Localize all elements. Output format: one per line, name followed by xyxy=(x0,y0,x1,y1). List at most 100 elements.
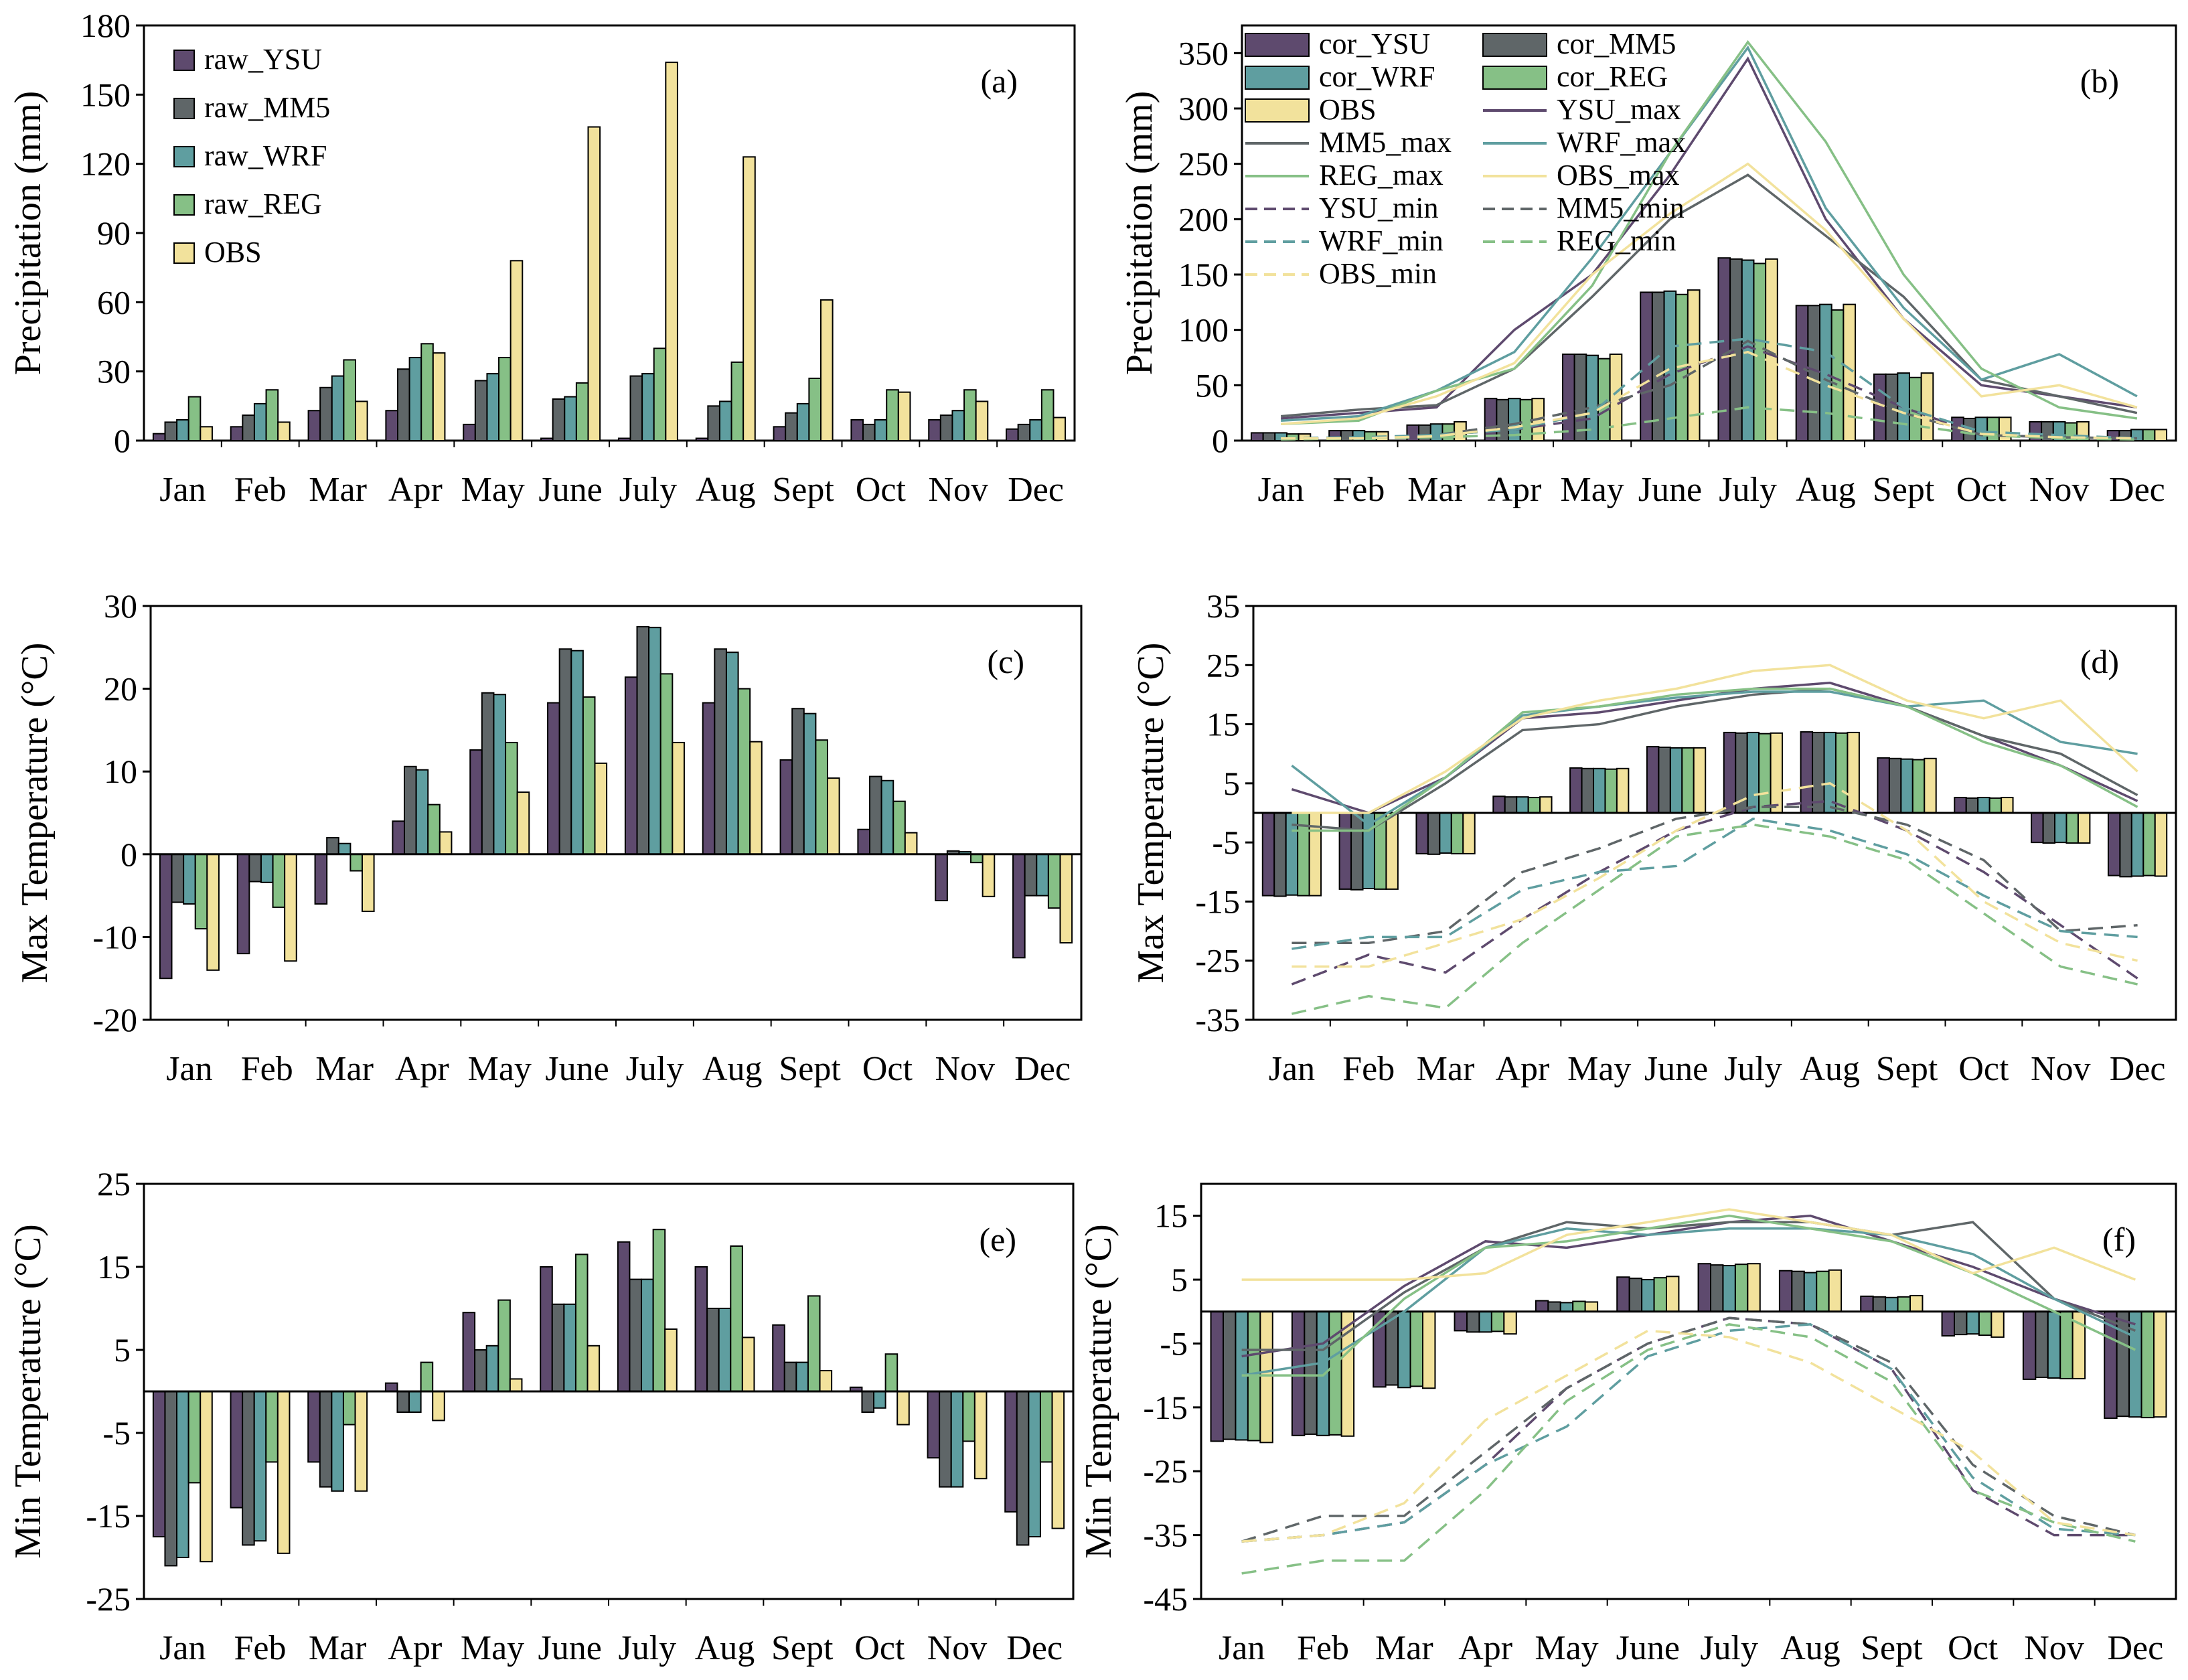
y-tick-label-f: -45 xyxy=(1143,1580,1188,1618)
x-tick-label-d: Nov xyxy=(2031,1050,2091,1088)
x-tick-label-a: Feb xyxy=(234,471,287,509)
bar-c-OBS-Dec xyxy=(1059,853,1073,944)
bar-e-OBS-Sept xyxy=(819,1370,833,1392)
x-tick-label-f: Feb xyxy=(1297,1629,1349,1667)
legend-swatch-OBS xyxy=(173,242,195,264)
bar-e-raw_WRF-July xyxy=(641,1278,654,1392)
bar-f-OBS-June xyxy=(1665,1276,1680,1312)
bar-b-cor_MM5-Jan xyxy=(1262,432,1276,442)
y-tick-label-d: 15 xyxy=(1206,706,1240,743)
bar-e-raw_WRF-Dec xyxy=(1028,1391,1041,1537)
x-tick-label-e: June xyxy=(538,1629,602,1667)
bar-f-OBS-Oct xyxy=(1990,1310,2005,1338)
x-tick-label-a: Dec xyxy=(1008,471,1064,509)
x-tick-label-f: July xyxy=(1700,1629,1758,1667)
bar-f-OBS-Sept xyxy=(1909,1294,1924,1312)
x-tick-label-e: Nov xyxy=(927,1629,988,1667)
y-tick-label-a: 150 xyxy=(80,76,131,113)
bar-e-raw_YSU-Apr xyxy=(384,1382,398,1393)
bar-e-raw_WRF-Jan xyxy=(176,1391,189,1558)
bar-a-raw_YSU-Feb xyxy=(230,426,244,441)
bar-e-OBS-Feb xyxy=(277,1391,291,1554)
bar-a-raw_REG-Jan xyxy=(187,396,202,441)
bar-e-raw_REG-Feb xyxy=(265,1391,279,1463)
bar-d-cor_REG-June xyxy=(1681,747,1695,814)
panel-tag-f: (f) xyxy=(2102,1221,2136,1258)
y-tick-label-e: -15 xyxy=(86,1497,131,1535)
bar-b-cor_YSU-Apr xyxy=(1484,398,1498,442)
bar-c-OBS-June xyxy=(594,762,608,855)
bar-f-cor_WRF-Mar xyxy=(1397,1310,1411,1389)
bar-a-raw_WRF-Dec xyxy=(1029,419,1042,441)
bar-e-raw_REG-Jan xyxy=(187,1391,202,1484)
x-tick-label-b: July xyxy=(1719,471,1777,509)
bar-f-cor_MM5-Feb xyxy=(1304,1310,1318,1435)
bar-c-raw_MM5-Mar xyxy=(326,837,339,855)
x-tick-label-b: Apr xyxy=(1487,471,1541,509)
x-tick-label-e: July xyxy=(618,1629,676,1667)
bar-c-raw_YSU-Jan xyxy=(159,853,173,980)
x-tick-label-d: May xyxy=(1567,1050,1631,1088)
x-tick-label-d: Jan xyxy=(1269,1050,1315,1088)
bar-a-raw_REG-Dec xyxy=(1040,389,1054,442)
bar-c-raw_WRF-May xyxy=(493,694,507,855)
y-tick-label-e: 15 xyxy=(97,1248,131,1286)
bar-e-raw_YSU-June xyxy=(540,1266,553,1392)
bar-c-raw_REG-May xyxy=(505,741,518,855)
panel-f: -45 -35 -25 -15 -5 5 15 Jan Feb Mar Apr May June July… xyxy=(1078,1182,2177,1667)
bar-e-raw_MM5-Sept xyxy=(783,1361,797,1392)
panel-tag-e: (e) xyxy=(980,1221,1017,1258)
bar-d-cor_YSU-Jan xyxy=(1261,812,1275,897)
bar-d-OBS-July xyxy=(1770,732,1784,814)
bar-d-cor_MM5-Feb xyxy=(1350,812,1364,891)
bar-a-raw_MM5-Nov xyxy=(939,414,953,441)
panel-b: 0 50 100 150 200 250 300 350 Jan Feb Mar Apr May June… xyxy=(1119,24,2177,509)
bar-c-raw_YSU-Dec xyxy=(1012,853,1026,959)
bar-c-raw_REG-July xyxy=(659,673,674,855)
bar-c-raw_WRF-Sept xyxy=(803,712,817,855)
bar-d-cor_MM5-Jan xyxy=(1273,812,1287,897)
bar-b-cor_WRF-July xyxy=(1741,259,1755,441)
x-tick-label-e: Apr xyxy=(388,1629,442,1667)
bar-e-OBS-June xyxy=(587,1345,601,1393)
series-line-b-YSU_max xyxy=(1281,56,2138,420)
x-tick-label-e: Mar xyxy=(309,1629,367,1667)
y-tick-label-c: 0 xyxy=(121,836,137,873)
y-tick-label-c: -10 xyxy=(92,918,137,956)
legend-swatch-raw_REG xyxy=(173,194,195,216)
bar-e-raw_YSU-May xyxy=(462,1312,476,1392)
y-tick-label-a: 60 xyxy=(97,283,131,321)
bar-b-cor_YSU-Sept xyxy=(1873,373,1887,441)
series-line-d-MM5-max xyxy=(1292,687,2138,832)
bar-a-raw_MM5-July xyxy=(629,375,643,441)
bar-c-raw_MM5-Feb xyxy=(248,853,262,883)
bar-a-raw_MM5-Sept xyxy=(785,412,798,442)
bar-a-raw_WRF-June xyxy=(564,396,577,441)
bar-c-raw_REG-Apr xyxy=(427,804,441,855)
legend-label-YSU_min: YSU_min xyxy=(1319,192,1438,224)
bar-e-raw_MM5-Jan xyxy=(164,1391,178,1567)
bar-f-cor_YSU-June xyxy=(1616,1276,1630,1312)
x-tick-label-c: Oct xyxy=(862,1050,913,1088)
y-tick-label-f: -5 xyxy=(1160,1324,1188,1362)
bar-f-OBS-May xyxy=(1584,1301,1599,1312)
bar-d-OBS-Apr xyxy=(1539,796,1553,814)
bar-e-raw_WRF-Feb xyxy=(253,1391,267,1542)
panel-tag-a: (a) xyxy=(981,62,1018,100)
bar-c-raw_MM5-Apr xyxy=(404,765,417,855)
x-tick-label-b: Aug xyxy=(1796,471,1856,509)
bar-f-cor_REG-Aug xyxy=(1816,1270,1830,1312)
bar-d-cor_REG-July xyxy=(1758,733,1772,814)
bar-e-raw_REG-May xyxy=(497,1299,511,1392)
bar-f-cor_WRF-Dec xyxy=(2128,1310,2142,1418)
bar-f-OBS-Dec xyxy=(2153,1310,2167,1418)
bar-f-cor_REG-June xyxy=(1653,1277,1667,1312)
bar-e-OBS-Nov xyxy=(973,1391,988,1480)
series-line-f-MM5-max xyxy=(1241,1221,2136,1351)
bar-a-raw_REG-Mar xyxy=(343,359,356,442)
bar-f-cor_REG-July xyxy=(1734,1264,1749,1312)
bar-a-raw_REG-Sept xyxy=(808,378,822,441)
bar-d-OBS-Dec xyxy=(2154,812,2168,877)
x-tick-label-a: Apr xyxy=(388,471,443,509)
bar-f-cor_REG-Feb xyxy=(1328,1310,1342,1436)
